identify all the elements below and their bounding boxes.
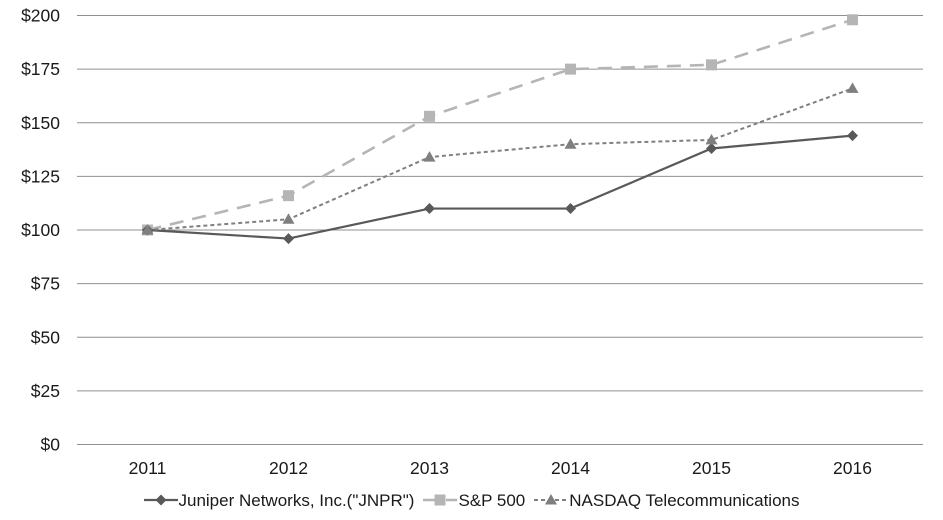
- svg-text:$0: $0: [41, 435, 61, 455]
- svg-text:2015: 2015: [692, 458, 731, 478]
- legend-label-sp500: S&P 500: [458, 490, 526, 510]
- legend-diamond-marker-icon: [143, 494, 178, 506]
- legend-square-marker-icon: [423, 494, 458, 506]
- legend-item-nasdaq-telecom: NASDAQ Telecommunications: [534, 490, 800, 510]
- svg-text:2014: 2014: [551, 458, 590, 478]
- legend-label-jnpr: Juniper Networks, Inc.("JNPR"): [178, 490, 415, 510]
- svg-text:2012: 2012: [269, 458, 308, 478]
- legend-item-jnpr: Juniper Networks, Inc.("JNPR"): [143, 490, 415, 510]
- svg-text:$25: $25: [31, 381, 60, 401]
- svg-text:$175: $175: [21, 59, 60, 79]
- legend-triangle-marker-icon: [534, 494, 569, 505]
- legend-item-sp500: S&P 500: [423, 492, 525, 509]
- svg-text:2016: 2016: [833, 458, 872, 478]
- svg-text:$100: $100: [21, 220, 60, 240]
- svg-text:2013: 2013: [410, 458, 449, 478]
- svg-text:$50: $50: [31, 327, 60, 347]
- svg-text:$150: $150: [21, 113, 60, 133]
- svg-text:2011: 2011: [129, 458, 167, 478]
- legend-label-nasdaq-telecom: NASDAQ Telecommunications: [569, 490, 800, 510]
- svg-text:$75: $75: [31, 274, 60, 294]
- chart-legend: Juniper Networks, Inc.("JNPR") S&P 500 N…: [0, 486, 943, 514]
- svg-text:$200: $200: [21, 6, 60, 26]
- svg-text:$125: $125: [21, 166, 60, 186]
- performance-chart-canvas: $0 $25 $50 $75 $100 $125 $150 $175 $200 2011 2012 2…: [21, 6, 923, 478]
